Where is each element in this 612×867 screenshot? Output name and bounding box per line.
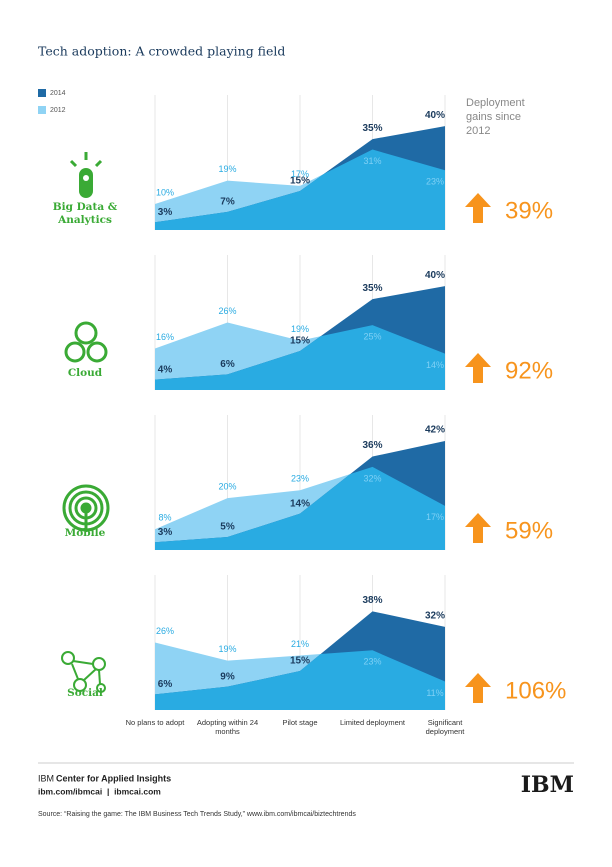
footer-center: Center for Applied Insights: [56, 773, 171, 783]
value-label-2014: 6%: [220, 359, 235, 370]
x-tick-label: Significant deployment: [425, 718, 465, 736]
gain-arrow: [465, 193, 491, 223]
legend-label: 2014: [50, 90, 66, 97]
value-label-2012: 23%: [426, 177, 444, 187]
value-label-2012: 26%: [218, 306, 236, 316]
value-label-2014: 38%: [362, 595, 382, 606]
value-label-2014: 40%: [425, 270, 445, 281]
x-tick-label: No plans to adopt: [125, 718, 185, 727]
chart-label: Mobile: [64, 527, 106, 539]
value-label-2014: 3%: [158, 207, 173, 218]
value-label-2012: 19%: [291, 324, 309, 334]
value-label-2012: 17%: [291, 169, 309, 179]
value-label-2014: 5%: [220, 522, 235, 533]
value-label-2014: 35%: [362, 283, 382, 294]
value-label-2012: 19%: [218, 644, 236, 654]
value-label-2012: 14%: [426, 360, 444, 370]
value-label-2014: 15%: [290, 656, 310, 667]
value-label-2014: 14%: [290, 498, 310, 509]
value-label-2014: 6%: [158, 679, 173, 690]
area-overlap: [155, 149, 445, 230]
value-label-2012: 16%: [156, 332, 174, 342]
legend-swatch: [38, 89, 46, 97]
value-label-2014: 32%: [425, 611, 445, 622]
value-label-2012: 17%: [426, 512, 444, 522]
footer-brand: IBM: [38, 773, 54, 783]
value-label-2014: 35%: [362, 123, 382, 134]
gain-value: 39%: [505, 197, 553, 224]
icon-cloud: [64, 321, 108, 363]
value-label-2012: 23%: [363, 657, 381, 667]
x-tick-label: Adopting within 24 months: [196, 718, 259, 736]
value-label-2014: 40%: [425, 110, 445, 121]
value-label-2014: 42%: [425, 425, 445, 436]
value-label-2012: 10%: [156, 187, 174, 197]
gain-arrow: [465, 513, 491, 543]
icon-mobile: [62, 484, 110, 532]
footer-links: ibm.com/ibmcai | ibmcai.com: [38, 786, 161, 796]
value-label-2012: 31%: [363, 156, 381, 166]
legend-label: 2012: [50, 107, 66, 114]
gain-arrow: [465, 353, 491, 383]
legend-swatch: [38, 106, 46, 114]
value-label-2014: 9%: [220, 671, 235, 682]
area-overlap: [155, 322, 445, 390]
footer-source: Source: “Raising the game: The IBM Busin…: [38, 811, 356, 818]
gain-value: 59%: [505, 517, 553, 544]
chart-label: Big Data & Analytics: [52, 201, 118, 226]
chart-label: Social: [67, 687, 103, 699]
x-tick-label: Limited deployment: [339, 718, 406, 727]
value-label-2012: 32%: [363, 473, 381, 483]
ibm-logo: IBM: [521, 772, 574, 798]
x-tick-label: Pilot stage: [282, 718, 318, 727]
gains-heading: Deployment gains since 2012: [466, 97, 525, 137]
value-label-2012: 26%: [156, 626, 174, 636]
title: Tech adoption: A crowded playing field: [38, 44, 285, 59]
gain-arrow: [465, 673, 491, 703]
value-label-2012: 8%: [158, 513, 171, 523]
icon-bigdata: [69, 152, 103, 198]
value-label-2012: 11%: [426, 688, 443, 698]
value-label-2012: 23%: [291, 474, 309, 484]
chart-label: Cloud: [67, 367, 103, 379]
value-label-2012: 20%: [218, 481, 236, 491]
icon-social: [61, 651, 106, 693]
area-overlap: [155, 642, 445, 710]
value-label-2014: 3%: [158, 527, 173, 538]
value-label-2014: 36%: [362, 440, 382, 451]
value-label-2014: 7%: [220, 196, 235, 207]
value-label-2014: 4%: [158, 364, 173, 375]
gain-value: 106%: [505, 677, 566, 704]
value-label-2012: 25%: [363, 331, 381, 341]
value-label-2012: 21%: [291, 639, 309, 649]
value-label-2012: 19%: [218, 164, 236, 174]
value-label-2014: 15%: [290, 176, 310, 187]
area-overlap: [155, 466, 445, 550]
value-label-2014: 15%: [290, 336, 310, 347]
gain-value: 92%: [505, 357, 553, 384]
